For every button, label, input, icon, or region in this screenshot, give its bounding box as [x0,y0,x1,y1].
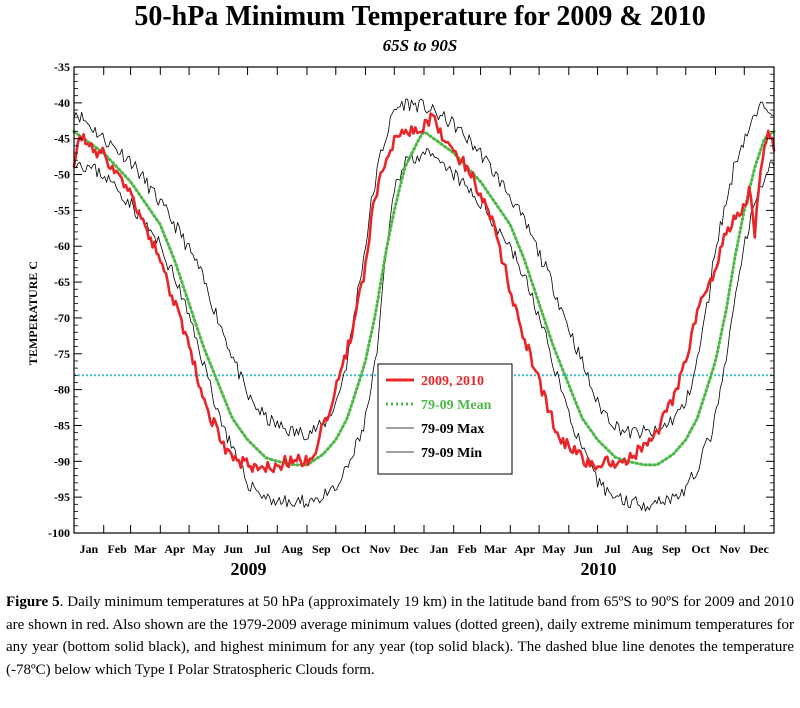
year-label: 2009 [231,559,267,579]
y-tick-label: -70 [54,311,70,325]
x-tick-label: Feb [457,542,477,556]
x-tick-label: Oct [341,542,360,556]
y-tick-label: -50 [54,168,70,182]
y-tick-label: -80 [54,383,70,397]
x-tick-label: Jan [430,542,449,556]
x-tick-label: Aug [281,542,302,556]
legend-label: 79-09 Max [421,422,484,437]
year-label: 2010 [581,559,617,579]
x-tick-label: Dec [749,542,769,556]
series-line-79-09-min [73,147,775,512]
x-tick-label: Jan [80,542,99,556]
legend-box [377,363,513,475]
x-tick-label: Jul [254,542,271,556]
x-tick-label: May [192,542,215,556]
x-tick-label: Jun [573,542,593,556]
x-tick-label: Sep [312,542,331,556]
series-line-2009-2010 [72,112,776,474]
x-tick-label: Sep [662,542,681,556]
chart-subtitle: 65S to 90S [383,36,458,55]
y-tick-label: -95 [54,490,70,504]
figure-caption: Figure 5. Daily minimum temperatures at … [6,591,794,681]
y-tick-label: -35 [54,60,70,74]
legend-label: 2009, 2010 [421,374,484,389]
y-tick-label: -55 [54,203,70,217]
x-tick-label: Mar [484,542,507,556]
x-tick-label: Jun [223,542,243,556]
y-tick-label: -85 [54,418,70,432]
x-tick-label: Oct [691,542,710,556]
x-tick-label: Nov [370,542,391,556]
legend-label: 79-09 Mean [421,398,492,413]
plot-area: -35 -40 -45 -50 -55 -60 -65 -70 -75 -80 -85 -90 -95 -… [48,60,776,579]
caption-label: Figure 5 [6,594,60,610]
x-tick-label: Aug [631,542,652,556]
y-tick-label: -100 [48,526,70,540]
y-tick-label: -45 [54,132,70,146]
x-tick-label: Nov [720,542,741,556]
x-tick-label: Dec [399,542,419,556]
y-tick-label: -60 [54,239,70,253]
y-tick-label: -65 [54,275,70,289]
caption-text: . Daily minimum temperatures at 50 hPa (… [6,594,795,678]
y-axis-label: TEMPERATURE C [26,261,40,365]
x-tick-label: Apr [164,542,185,556]
x-tick-label: Jul [604,542,621,556]
x-tick-label: Mar [134,542,157,556]
x-tick-label: Apr [514,542,535,556]
y-tick-label: -90 [54,454,70,468]
legend-label: 79-09 Min [421,446,482,461]
y-tick-label: -40 [54,96,70,110]
x-tick-label: Feb [107,542,127,556]
x-tick-label: May [542,542,565,556]
legend: 2009, 2010 79-09 Mean 79-09 Max 79-09 Min [377,363,513,475]
chart: 50-hPa Minimum Temperature for 2009 & 20… [26,1,776,579]
y-tick-label: -75 [54,347,70,361]
chart-title: 50-hPa Minimum Temperature for 2009 & 20… [134,1,705,32]
